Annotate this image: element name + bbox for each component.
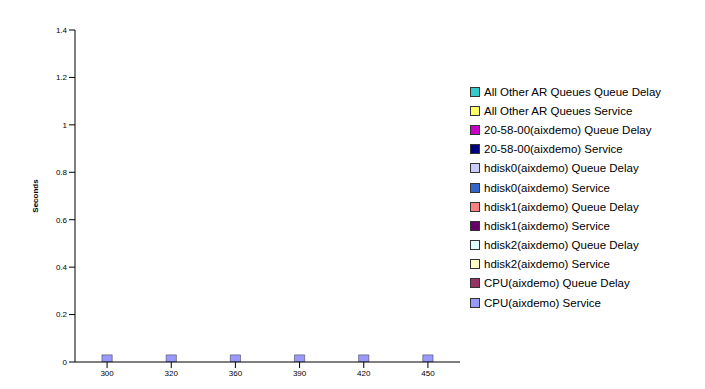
html-text:hdisk1(aixdemo) Queue Delay: hdisk1(aixdemo) Queue Delay [484,200,639,213]
html-text:20-58-00(aixdemo) Queue Delay: 20-58-00(aixdemo) Queue Delay [484,124,652,136]
svg-text:0.2: 0.2 [56,310,68,319]
svg-text:390: 390 [293,369,307,378]
svg-text:0.8: 0.8 [56,168,68,177]
html-text:CPU(aixdemo) Queue Delay: CPU(aixdemo) Queue Delay [484,277,630,290]
html-text:All Other AR Queues Queue Dela: All Other AR Queues Queue Delay [484,85,662,98]
svg-text:360: 360 [229,369,243,378]
html-text:hdisk0(aixdemo) Queue Delay: hdisk0(aixdemo) Queue Delay [484,162,639,175]
html-text:hdisk1(aixdemo) Service: hdisk1(aixdemo) Service [484,219,610,232]
svg-text:0.6: 0.6 [56,216,68,225]
html-text:hdisk2(aixdemo) Queue Delay: hdisk2(aixdemo) Queue Delay [484,239,639,252]
svg-text:0.4: 0.4 [56,263,68,272]
html-text:All Other AR Queues Service: All Other AR Queues Service [484,104,633,117]
html-text:CPU(aixdemo) Service: CPU(aixdemo) Service [484,296,601,309]
svg-text:Seconds: Seconds [31,179,40,213]
html-text:hdisk0(aixdemo) Service: hdisk0(aixdemo) Service [484,181,610,194]
html-text:hdisk2(aixdemo) Service: hdisk2(aixdemo) Service [484,258,610,271]
svg-text:320: 320 [165,369,179,378]
svg-text:1.2: 1.2 [56,73,68,82]
svg-text:0: 0 [63,358,68,367]
svg-text:420: 420 [357,369,371,378]
svg-text:450: 450 [421,369,435,378]
html-text:20-58-00(aixdemo) Service: 20-58-00(aixdemo) Service [484,143,623,156]
svg-text:300: 300 [100,369,114,378]
svg-text:1: 1 [63,121,68,130]
svg-text:1.4: 1.4 [56,26,68,35]
